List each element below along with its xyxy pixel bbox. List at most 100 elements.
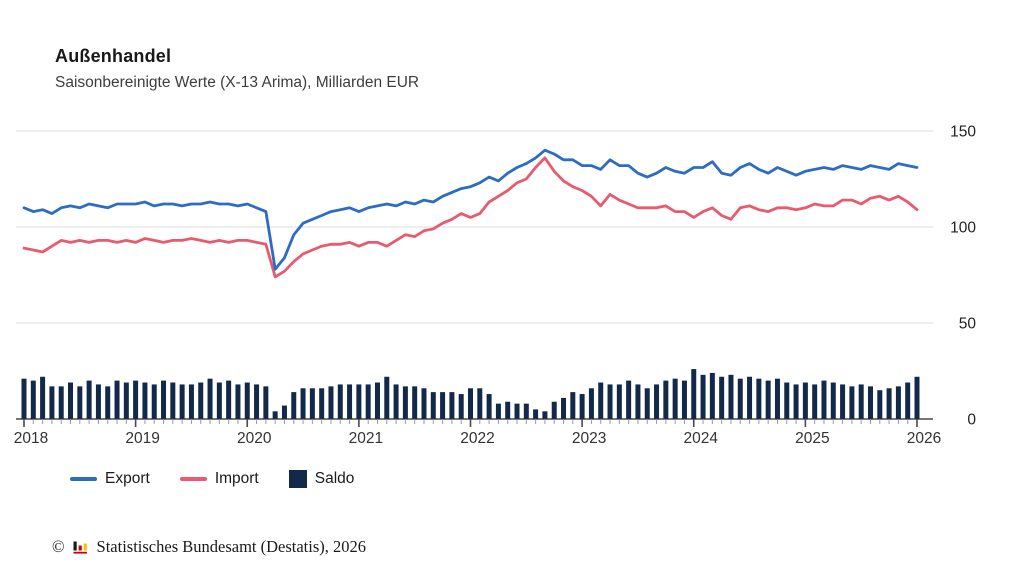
saldo-bar (756, 378, 762, 419)
page-title: Außenhandel (55, 46, 172, 66)
saldo-bar (30, 380, 36, 419)
saldo-bar (570, 392, 576, 419)
y-axis-label: 50 (959, 316, 977, 333)
saldo-bar (40, 376, 46, 419)
saldo-bar (616, 384, 622, 419)
saldo-bar (263, 386, 269, 419)
saldo-bar (486, 394, 492, 419)
saldo-bar (905, 382, 911, 419)
saldo-bar (551, 401, 557, 419)
saldo-bar (635, 384, 641, 419)
saldo-bar (672, 378, 678, 419)
y-axis-label: 0 (967, 412, 976, 429)
saldo-bar (626, 380, 632, 419)
saldo-bar (477, 388, 483, 419)
saldo-bar (830, 382, 836, 419)
saldo-bar (542, 411, 548, 419)
legend-item-import: Import (179, 470, 259, 488)
import-line-swatch-icon (179, 477, 207, 481)
x-axis-label: 2020 (237, 430, 272, 447)
saldo-bar (747, 376, 753, 419)
saldo-bar (328, 386, 334, 419)
saldo-bar (393, 384, 399, 419)
legend-item-saldo: Saldo (288, 470, 354, 488)
saldo-bar (161, 380, 167, 419)
export-line (22, 148, 919, 271)
saldo-bar (402, 386, 408, 419)
saldo-bar (449, 392, 455, 419)
x-axis-label: 2026 (907, 430, 941, 447)
saldo-bar (588, 388, 594, 419)
saldo-bar (133, 380, 139, 419)
saldo-bar (728, 374, 734, 419)
trade-chart: 0 50 100 150 2018 2019 2020 2021 2022 2023 2024 202… (14, 124, 977, 448)
saldo-bar (914, 376, 920, 419)
saldo-bar (737, 378, 743, 419)
x-axis-label: 2024 (684, 430, 719, 447)
saldo-bar (802, 382, 808, 419)
y-axis-label: 100 (950, 220, 976, 237)
saldo-bar (858, 384, 864, 419)
x-axis-label: 2018 (14, 430, 48, 447)
saldo-bar (784, 382, 790, 419)
saldo-bar (430, 392, 436, 419)
x-axis-label: 2022 (460, 430, 494, 447)
saldo-bar (663, 380, 669, 419)
saldo-bar (412, 386, 418, 419)
saldo-bar (319, 388, 325, 419)
saldo-bar (533, 409, 539, 419)
legend-label-export: Export (105, 470, 150, 487)
saldo-bar (179, 384, 185, 419)
saldo-bar (505, 401, 511, 419)
saldo-bar (440, 392, 446, 419)
saldo-bar (105, 386, 111, 419)
saldo-bar (821, 380, 827, 419)
saldo-bar (151, 384, 157, 419)
x-axis-label: 2021 (349, 430, 383, 447)
saldo-bar (719, 376, 725, 419)
saldo-bar (170, 382, 176, 419)
saldo-bar (765, 380, 771, 419)
saldo-bar (561, 397, 567, 419)
import-line (22, 156, 919, 279)
saldo-bar (681, 380, 687, 419)
x-axis-label: 2019 (125, 430, 159, 447)
saldo-bar (774, 378, 780, 419)
saldo-bar (226, 380, 232, 419)
saldo-bar (468, 388, 473, 419)
saldo-bar (272, 411, 278, 419)
page-subtitle: Saisonbereinigte Werte (X-13 Arima), Mil… (55, 74, 420, 91)
saldo-bar (867, 386, 873, 419)
saldo-bar (644, 388, 650, 419)
saldo-bar (579, 394, 585, 419)
saldo-bar (895, 386, 901, 419)
saldo-bar (123, 382, 129, 419)
saldo-bar (514, 403, 520, 419)
saldo-bar (356, 384, 362, 419)
saldo-bar (337, 384, 343, 419)
saldo-bar (235, 384, 241, 419)
saldo-bar (198, 382, 204, 419)
x-axis-label: 2023 (572, 430, 606, 447)
source-text: Statistisches Bundesamt (Destatis), 2026 (96, 537, 367, 556)
chart-legend: Export Import Saldo (70, 470, 354, 488)
saldo-bar (114, 380, 120, 419)
saldo-bar (840, 384, 846, 419)
saldo-bar (188, 384, 194, 419)
saldo-bar (849, 386, 855, 419)
legend-item-export: Export (70, 470, 150, 488)
saldo-bar (374, 382, 380, 419)
saldo-bar (216, 382, 222, 419)
destatis-bars-icon (73, 541, 87, 554)
saldo-bar (309, 388, 315, 419)
saldo-bar (654, 384, 660, 419)
source-note: © Statistisches Bundesamt (Destatis), 20… (52, 537, 366, 557)
chart-header: Außenhandel Saisonbereinigte Werte (X-13… (55, 46, 419, 92)
saldo-bar (291, 392, 297, 419)
y-axis-label: 150 (950, 124, 976, 141)
saldo-bar (598, 382, 604, 419)
saldo-bar (49, 386, 55, 419)
saldo-bar (68, 382, 74, 419)
x-axis-label: 2025 (795, 430, 829, 447)
